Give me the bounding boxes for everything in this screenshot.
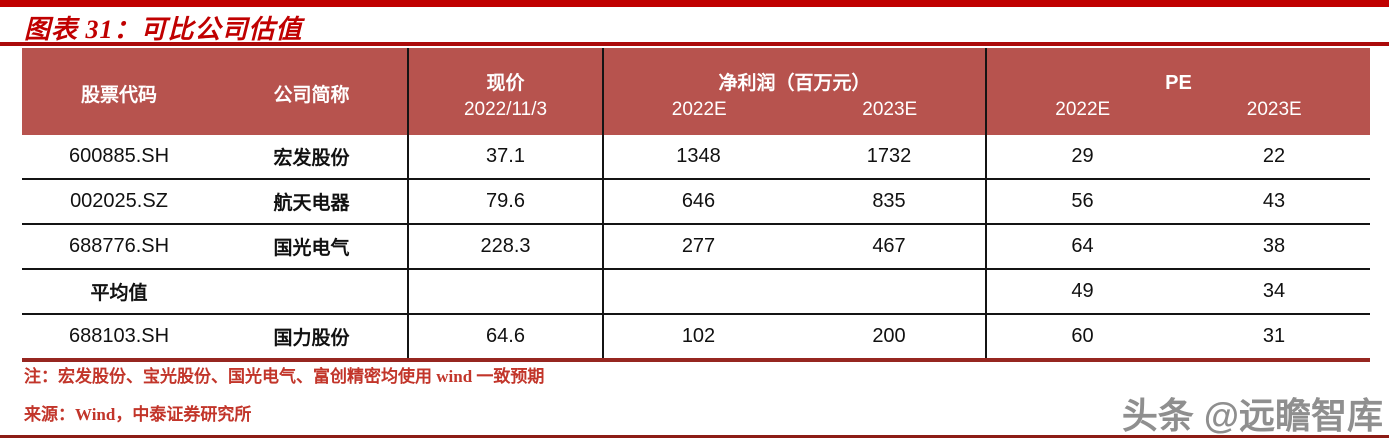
header-profit-label: 净利润（百万元） (718, 73, 871, 94)
bottom-divider (0, 435, 1389, 438)
footnote-data-source: 来源：Wind，中泰证券研究所 (24, 405, 252, 424)
header-company-name: 公司简称 (273, 85, 350, 106)
header-price-label: 现价 (486, 73, 525, 94)
cell-price: 37.1 (407, 135, 602, 178)
cell-company-name: 航天电器 (273, 193, 350, 214)
cell-price: 228.3 (407, 225, 602, 268)
table-row: 688103.SH 国力股份 64.6 102 200 60 31 (22, 315, 1370, 358)
header-pe-2022e: 2022E (1055, 99, 1111, 120)
table-header-row: 股票代码 公司简称 现价 2022/11/3 净利润（百万元） 2022E 20… (22, 48, 1370, 139)
cell-profit-2023e: 1732 (866, 145, 912, 167)
header-profit-group: 净利润（百万元） 2022E 2023E (602, 48, 985, 139)
table-row: 688776.SH 国光电气 228.3 277 467 64 38 (22, 225, 1370, 270)
cell-profit-2023e: 467 (872, 235, 906, 257)
cell-pe-2023e: 38 (1262, 235, 1286, 257)
cell-pe-2022e: 29 (985, 135, 1178, 178)
header-stock-code: 股票代码 (80, 85, 157, 106)
cell-pe-2023e: 34 (1262, 280, 1286, 302)
header-pe-group: PE 2022E 2023E (985, 48, 1370, 139)
header-pe-label: PE (1165, 72, 1192, 94)
cell-profit-2022e: 1348 (602, 135, 793, 178)
cell-stock-code: 688776.SH (68, 235, 170, 257)
valuation-table: 股票代码 公司简称 现价 2022/11/3 净利润（百万元） 2022E 20… (22, 48, 1370, 362)
cell-price: 64.6 (407, 315, 602, 358)
cell-stock-code: 002025.SZ (70, 190, 168, 212)
cell-pe-2023e: 43 (1262, 190, 1286, 212)
header-pe-2023e: 2023E (1246, 99, 1302, 120)
table-row: 600885.SH 宏发股份 37.1 1348 1732 29 22 (22, 135, 1370, 180)
watermark-text: 头条 @远瞻智库 (1121, 395, 1383, 436)
cell-pe-2023e: 31 (1262, 325, 1286, 347)
header-profit-2022e: 2022E (671, 99, 727, 120)
cell-profit-2023e: 200 (872, 325, 906, 347)
cell-profit-2022e (602, 270, 793, 313)
table-row-average: 平均值 49 34 (22, 270, 1370, 315)
cell-stock-code: 600885.SH (68, 145, 170, 167)
header-price-date: 2022/11/3 (463, 99, 548, 120)
cell-pe-2023e: 22 (1262, 145, 1286, 167)
cell-profit-2022e: 277 (602, 225, 793, 268)
header-price-group: 现价 2022/11/3 (407, 48, 602, 139)
cell-company-name: 国光电气 (273, 238, 350, 259)
cell-pe-2022e: 64 (985, 225, 1178, 268)
cell-profit-2022e: 646 (602, 180, 793, 223)
cell-stock-code: 688103.SH (68, 325, 170, 347)
title-divider (0, 42, 1389, 46)
footnote-source-note: 注：宏发股份、宝光股份、国光电气、富创精密均使用 wind 一致预期 (24, 367, 545, 386)
cell-pe-2022e: 60 (985, 315, 1178, 358)
cell-profit-2022e: 102 (602, 315, 793, 358)
cell-average-label: 平均值 (90, 283, 148, 304)
cell-pe-2022e: 49 (985, 270, 1178, 313)
header-profit-2023e: 2023E (862, 99, 918, 120)
cell-profit-2023e (793, 270, 985, 313)
cell-profit-2023e: 835 (872, 190, 906, 212)
top-divider (0, 0, 1389, 7)
figure-title: 图表 31：可比公司估值 (24, 15, 303, 44)
table-row: 002025.SZ 航天电器 79.6 646 835 56 43 (22, 180, 1370, 225)
cell-company-name: 宏发股份 (273, 148, 350, 169)
cell-company-name: 国力股份 (273, 328, 350, 349)
cell-company-name (216, 270, 407, 313)
cell-price (407, 270, 602, 313)
cell-pe-2022e: 56 (985, 180, 1178, 223)
cell-price: 79.6 (407, 180, 602, 223)
